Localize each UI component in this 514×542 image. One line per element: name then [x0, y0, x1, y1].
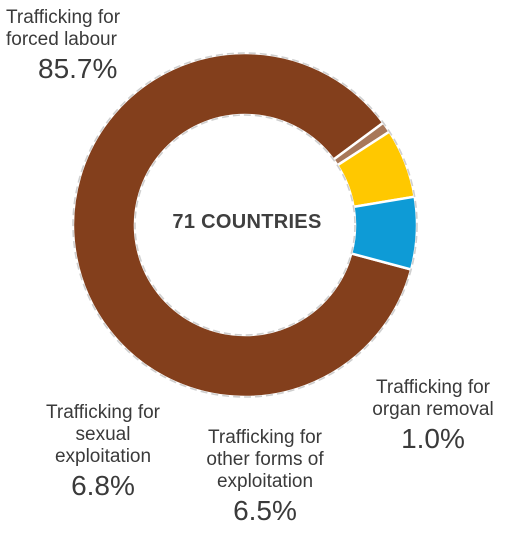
donut-slices	[71, 51, 419, 399]
value-other-forms: 6.5%	[233, 494, 297, 526]
label-other-forms-line-2: other forms of	[206, 448, 324, 470]
label-organ-removal-line-1: Trafficking for	[375, 377, 491, 398]
value-forced-labour: 85.7%	[38, 52, 118, 84]
slice-3	[349, 195, 419, 272]
label-forced-labour-line-2: forced labour	[6, 28, 117, 50]
label-other-forms-line-3: exploitation	[216, 470, 314, 492]
label-sexual-exploitation-line-1: Trafficking for	[45, 402, 161, 423]
center-label: 71 COUNTRIES	[172, 211, 322, 233]
value-organ-removal: 1.0%	[401, 422, 465, 454]
label-sexual-exploitation-line-3: exploitation	[54, 445, 152, 467]
label-other-forms-line-1: Trafficking for	[207, 427, 323, 448]
outer-dashed-rim	[72, 52, 418, 398]
inner-dashed-rim	[134, 114, 356, 336]
value-sexual-exploitation: 6.8%	[71, 469, 135, 501]
label-forced-labour: Trafficking for forced labour 85.7%	[6, 7, 176, 85]
label-organ-removal-line-2: organ removal	[372, 398, 494, 420]
label-sexual-exploitation: Trafficking for sexual exploitation 6.8%	[18, 402, 188, 502]
label-other-forms: Trafficking for other forms of exploitat…	[180, 427, 350, 527]
label-sexual-exploitation-line-2: sexual	[75, 423, 131, 445]
label-forced-labour-line-1: Trafficking for	[6, 7, 121, 28]
label-organ-removal: Trafficking for organ removal 1.0%	[358, 377, 508, 455]
